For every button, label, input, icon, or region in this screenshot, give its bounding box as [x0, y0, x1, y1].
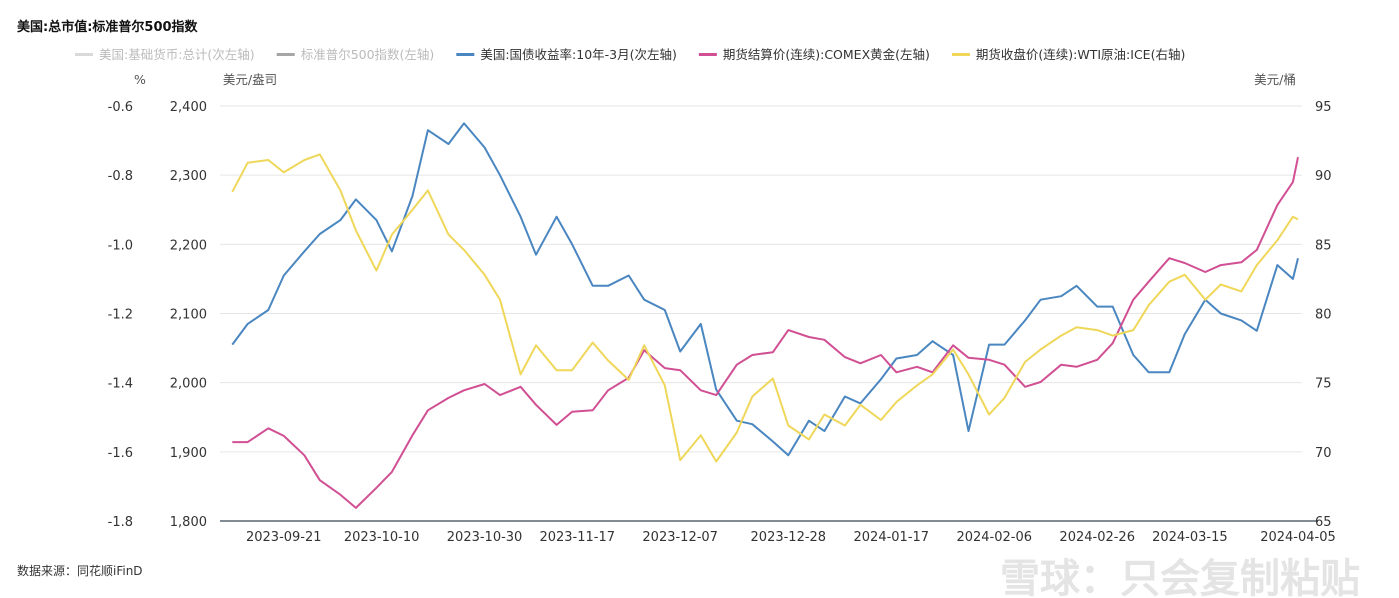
left-inner-tick-label: -0.8 — [108, 169, 133, 184]
legend-item[interactable]: 美国:国债收益率:10年-3月(次左轴) — [456, 47, 677, 62]
legend-item[interactable]: 期货结算价(连续):COMEX黄金(左轴) — [698, 47, 930, 62]
left-tick-label: 2,200 — [170, 238, 207, 253]
left-inner-tick-label: -1.6 — [108, 446, 133, 461]
x-axis-ticks: 2023-09-21 2023-10-10 2023-10-30 2023-11-17… — [246, 530, 1336, 545]
legend: 美国:基础货币:总计(次左轴) 标准普尔500指数(左轴) 美国:国债收益率:10年… — [75, 47, 1185, 62]
x-tick-label: 2023-09-21 — [246, 530, 322, 545]
left-inner-tick-label: -1.8 — [108, 515, 133, 530]
right-tick-label: 75 — [1315, 377, 1332, 392]
x-tick-label: 2023-11-17 — [539, 530, 615, 545]
left-inner-tick-label: -1.0 — [108, 238, 133, 253]
legend-label: 美国:基础货币:总计(次左轴) — [99, 47, 255, 62]
x-tick-label: 2024-04-05 — [1260, 530, 1336, 545]
right-tick-label: 95 — [1315, 100, 1332, 115]
grid — [220, 105, 1318, 522]
legend-label: 标准普尔500指数(左轴) — [301, 47, 435, 62]
legend-swatch — [698, 53, 717, 56]
left-inner-tick-label: -1.2 — [108, 308, 133, 323]
watermark: 雪球：只会复制粘贴 — [1000, 556, 1360, 598]
right-tick-label: 85 — [1315, 238, 1332, 253]
legend-label: 美国:国债收益率:10年-3月(次左轴) — [480, 47, 677, 62]
left-tick-label: 2,300 — [170, 169, 207, 184]
right-tick-label: 90 — [1315, 169, 1332, 184]
legend-swatch — [456, 53, 475, 56]
legend-swatch — [75, 53, 93, 56]
series-line — [231, 122, 1299, 457]
left-inner-tick-label: -1.4 — [108, 377, 133, 392]
right-axis-unit: 美元/桶 — [1254, 72, 1296, 87]
legend-swatch — [276, 53, 295, 56]
x-tick-label: 2023-10-30 — [447, 530, 523, 545]
legend-swatch — [951, 53, 970, 56]
x-tick-label: 2024-03-15 — [1152, 530, 1228, 545]
legend-item[interactable]: 期货收盘价(连续):WTI原油:ICE(右轴) — [951, 47, 1185, 62]
right-tick-label: 70 — [1315, 446, 1332, 461]
x-tick-label: 2024-02-06 — [956, 530, 1032, 545]
left-inner-tick-label: -0.6 — [108, 100, 133, 115]
left-axis-unit: 美元/盎司 — [223, 72, 277, 87]
x-tick-label: 2023-12-07 — [642, 530, 718, 545]
left-tick-label: 1,900 — [170, 446, 207, 461]
x-tick-label: 2024-01-17 — [854, 530, 930, 545]
x-tick-label: 2023-12-28 — [751, 530, 827, 545]
legend-item[interactable]: 美国:基础货币:总计(次左轴) — [75, 47, 255, 62]
y-axis-ticks: -0.6 2,400 95 -0.8 2,300 90 -1.0 2,200 85 -1.2 2,1… — [108, 100, 1332, 530]
x-tick-label: 2024-02-26 — [1059, 530, 1135, 545]
legend-item[interactable]: 标准普尔500指数(左轴) — [276, 47, 435, 62]
legend-label: 期货收盘价(连续):WTI原油:ICE(右轴) — [976, 47, 1185, 62]
legend-label: 期货结算价(连续):COMEX黄金(左轴) — [723, 47, 930, 62]
chart-title: 美国:总市值:标准普尔500指数 — [17, 19, 199, 35]
series-line — [232, 156, 1299, 509]
left-tick-label: 1,800 — [170, 515, 207, 530]
left-tick-label: 2,400 — [170, 100, 207, 115]
left-inner-axis-unit: % — [134, 72, 146, 87]
series-line — [231, 153, 1299, 463]
right-tick-label: 65 — [1315, 515, 1332, 530]
left-tick-label: 2,000 — [170, 377, 207, 392]
left-tick-label: 2,100 — [170, 308, 207, 323]
x-tick-label: 2023-10-10 — [344, 530, 420, 545]
series-lines — [231, 122, 1299, 509]
data-source: 数据来源：同花顺iFinD — [17, 563, 143, 578]
right-tick-label: 80 — [1315, 308, 1332, 323]
